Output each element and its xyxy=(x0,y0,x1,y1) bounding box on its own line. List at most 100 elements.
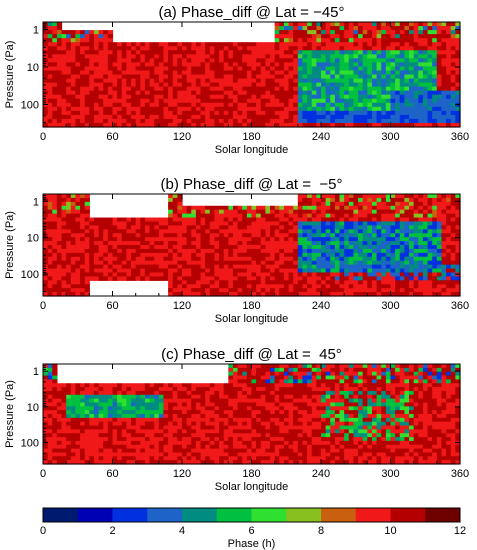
heatmap-cell xyxy=(172,383,178,388)
heatmap-cell xyxy=(270,280,276,285)
heatmap-cell xyxy=(325,30,331,35)
heatmap-cell xyxy=(422,26,429,31)
heatmap-cell xyxy=(214,74,220,80)
heatmap-cell xyxy=(172,209,178,215)
heatmap-cell xyxy=(47,268,53,274)
heatmap-cell xyxy=(362,102,368,108)
heatmap-cell xyxy=(339,284,345,289)
heatmap-cell xyxy=(413,102,419,108)
heatmap-cell xyxy=(330,217,336,223)
heatmap-cell xyxy=(399,38,405,43)
heatmap-cell xyxy=(297,248,304,254)
heatmap-cell xyxy=(232,70,239,76)
heatmap-cell xyxy=(381,197,387,203)
heatmap-cell xyxy=(307,201,313,207)
heatmap-cell xyxy=(353,26,359,31)
heatmap-cell xyxy=(325,58,331,63)
heatmap-cell xyxy=(307,122,313,128)
heatmap-cell xyxy=(131,106,137,112)
heatmap-cell xyxy=(446,201,452,207)
heatmap-cell xyxy=(107,38,114,43)
heatmap-cell xyxy=(191,225,197,230)
heatmap-cell xyxy=(89,70,95,76)
heatmap-cell xyxy=(390,264,396,270)
heatmap-cell xyxy=(209,86,216,92)
heatmap-cell xyxy=(293,233,299,238)
heatmap-cells xyxy=(43,364,461,465)
heatmap-cell xyxy=(334,58,341,63)
heatmap-cell xyxy=(205,284,211,289)
heatmap-cell xyxy=(399,30,405,35)
heatmap-cell xyxy=(182,213,188,219)
heatmap-cell xyxy=(117,237,123,242)
heatmap-cell xyxy=(43,221,49,226)
heatmap-cell xyxy=(409,114,415,120)
heatmap-cell xyxy=(228,42,234,47)
heatmap-cell xyxy=(172,58,178,63)
heatmap-cell xyxy=(455,54,461,59)
heatmap-cell xyxy=(353,260,359,266)
heatmap-cell xyxy=(371,272,378,277)
heatmap-cell xyxy=(93,268,100,274)
heatmap-cell xyxy=(219,94,225,100)
heatmap-cell xyxy=(131,74,137,80)
heatmap-cell xyxy=(214,86,220,92)
heatmap-cell xyxy=(409,256,415,262)
heatmap-cell xyxy=(418,276,424,281)
heatmap-cell xyxy=(98,241,104,246)
heatmap-cell xyxy=(140,256,146,262)
heatmap-cell xyxy=(163,106,169,112)
heatmap-cell xyxy=(274,106,280,112)
heatmap-cell xyxy=(432,272,438,277)
heatmap-cell xyxy=(367,22,373,27)
heatmap-cell xyxy=(450,229,456,234)
heatmap-cell xyxy=(432,256,438,262)
heatmap-cell xyxy=(274,30,280,35)
heatmap-cell xyxy=(325,245,331,250)
heatmap-cell xyxy=(344,292,350,297)
heatmap-cell xyxy=(348,122,355,128)
heatmap-cell xyxy=(334,34,341,39)
heatmap-cell xyxy=(163,437,169,442)
heatmap-cell xyxy=(242,122,248,128)
heatmap-cell xyxy=(283,268,290,274)
heatmap-cell xyxy=(422,268,429,274)
heatmap-cell xyxy=(330,213,336,219)
heatmap-cell xyxy=(450,50,456,55)
heatmap-cell xyxy=(418,26,424,31)
heatmap-cell xyxy=(330,66,336,72)
heatmap-cell xyxy=(140,118,146,124)
heatmap-cell xyxy=(450,122,456,128)
heatmap-cell xyxy=(80,406,86,411)
heatmap-cell xyxy=(348,233,355,238)
heatmap-cell xyxy=(385,201,392,207)
heatmap-cell xyxy=(348,209,355,215)
heatmap-cell xyxy=(84,66,90,72)
heatmap-cell xyxy=(376,280,382,285)
heatmap-cell xyxy=(70,213,77,219)
heatmap-cell xyxy=(98,256,104,262)
heatmap-cell xyxy=(367,50,373,55)
heatmap-cell xyxy=(302,58,308,63)
heatmap-cell xyxy=(353,213,359,219)
heatmap-cell xyxy=(404,54,410,59)
heatmap-cell xyxy=(348,225,355,230)
heatmap-cell xyxy=(61,248,67,254)
heatmap-cell xyxy=(385,197,392,203)
heatmap-cell xyxy=(390,225,396,230)
heatmap-cell xyxy=(404,98,410,104)
heatmap-cell xyxy=(80,50,86,55)
heatmap-cell xyxy=(75,272,81,277)
heatmap-cell xyxy=(117,62,123,68)
heatmap-cell xyxy=(270,110,276,116)
heatmap-cell xyxy=(232,118,239,124)
heatmap-cell xyxy=(75,237,81,242)
heatmap-cell xyxy=(66,78,72,84)
heatmap-cell xyxy=(274,256,280,262)
heatmap-cell xyxy=(163,260,169,266)
heatmap-cell xyxy=(75,456,81,461)
heatmap-cell xyxy=(47,86,53,92)
heatmap-cell xyxy=(80,78,86,84)
heatmap-cell xyxy=(399,272,405,277)
heatmap-cell xyxy=(339,233,345,238)
